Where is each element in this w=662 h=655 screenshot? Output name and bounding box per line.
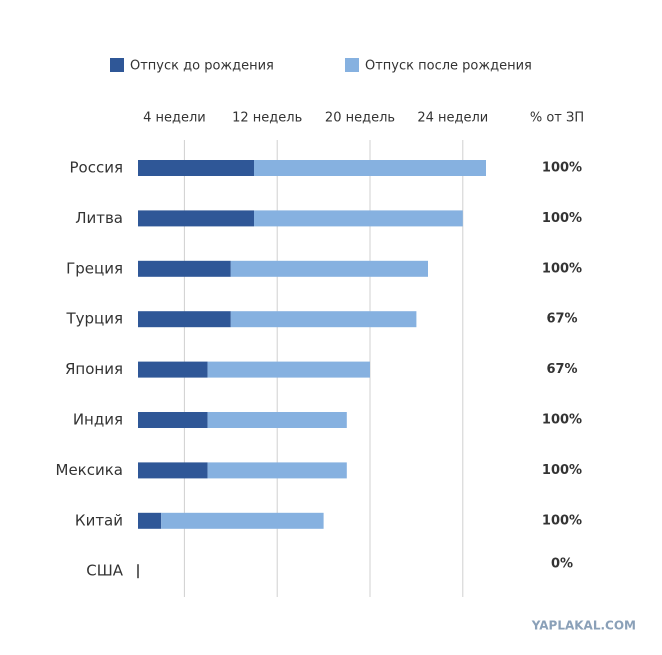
pay-label: 100% [542, 211, 582, 226]
pay-label: 100% [542, 413, 582, 428]
category-label: Япония [65, 360, 123, 378]
category-label: Мексика [56, 461, 123, 479]
bar-segment [230, 311, 417, 328]
category-label: Китай [75, 511, 123, 529]
bar-segment [254, 210, 463, 227]
bar-segment [230, 260, 428, 277]
pay-label: 67% [546, 362, 577, 377]
bar-segment [138, 361, 208, 378]
category-label: Греция [66, 259, 123, 277]
pay-label: 100% [542, 513, 582, 528]
bar-segment [138, 210, 254, 227]
bar-segment [207, 412, 347, 428]
bar-segment [161, 512, 324, 529]
legend-label: Отпуск после рождения [365, 59, 532, 74]
legend-label: Отпуск до рождения [130, 59, 274, 74]
legend-swatch [110, 58, 124, 72]
category-label: Турция [65, 310, 123, 328]
pay-label: 100% [542, 463, 582, 478]
bar-segment [138, 311, 231, 328]
bar-segment [207, 361, 370, 378]
x-tick-label: 20 недель [325, 111, 395, 126]
bar-segment [138, 260, 231, 277]
pay-label: 67% [546, 312, 577, 327]
x-tick-label: 12 недель [232, 111, 302, 126]
pay-label: 100% [542, 261, 582, 276]
x-tick-label: 4 недели [143, 111, 206, 126]
pay-label: 100% [542, 161, 582, 176]
bar-segment [207, 462, 347, 479]
category-label: Литва [75, 209, 123, 227]
bar-segment [138, 160, 254, 176]
watermark: YAPLAKAL.COM [531, 619, 636, 633]
bar-segment [138, 412, 208, 428]
category-label: Россия [70, 159, 124, 177]
bar-segment [254, 160, 486, 176]
category-label: Индия [73, 411, 123, 429]
category-label: США [86, 562, 124, 580]
pay-label: 0% [551, 557, 573, 572]
bar-segment [138, 462, 208, 479]
pay-header: % от ЗП [530, 111, 584, 126]
bar-segment [138, 512, 162, 529]
x-tick-label: 24 недели [417, 111, 488, 126]
legend-swatch [345, 58, 359, 72]
